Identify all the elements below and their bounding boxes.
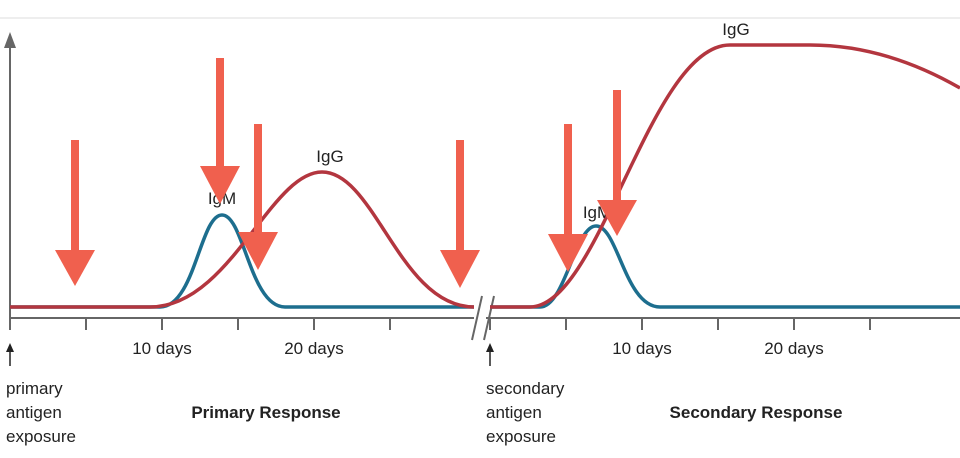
exposure-label: secondary <box>486 379 565 398</box>
tick-label: 20 days <box>284 339 344 358</box>
exposure-label: primary <box>6 379 63 398</box>
exposure-markers <box>9 350 491 366</box>
section-title: Primary Response <box>191 403 340 422</box>
tick-label: 10 days <box>132 339 192 358</box>
x-axis <box>9 295 960 341</box>
annotation-arrows <box>55 58 637 288</box>
primary-igg-curve <box>10 170 475 309</box>
curve-label: IgG <box>316 147 343 166</box>
exposure-label: exposure <box>486 427 556 446</box>
secondary-igg-curve <box>490 43 960 309</box>
exposure-label: exposure <box>6 427 76 446</box>
primary-igm-curve <box>10 213 474 309</box>
exposure-label: antigen <box>6 403 62 422</box>
exposure-label: antigen <box>486 403 542 422</box>
y-axis-arrow <box>4 32 16 48</box>
tick-label: 20 days <box>764 339 824 358</box>
section-title: Secondary Response <box>670 403 843 422</box>
curve-label: IgG <box>722 20 749 39</box>
exposure-arrowheads <box>6 343 494 352</box>
tick-label: 10 days <box>612 339 672 358</box>
